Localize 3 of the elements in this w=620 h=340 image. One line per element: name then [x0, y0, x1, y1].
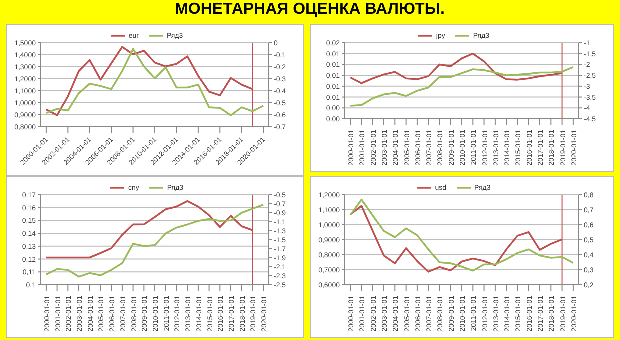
line-series: [46, 204, 264, 278]
text: МОНЕТАРНАЯ ОЦЕНКА ВАЛЮТЫ.: [174, 1, 446, 19]
line-series: [350, 66, 574, 107]
